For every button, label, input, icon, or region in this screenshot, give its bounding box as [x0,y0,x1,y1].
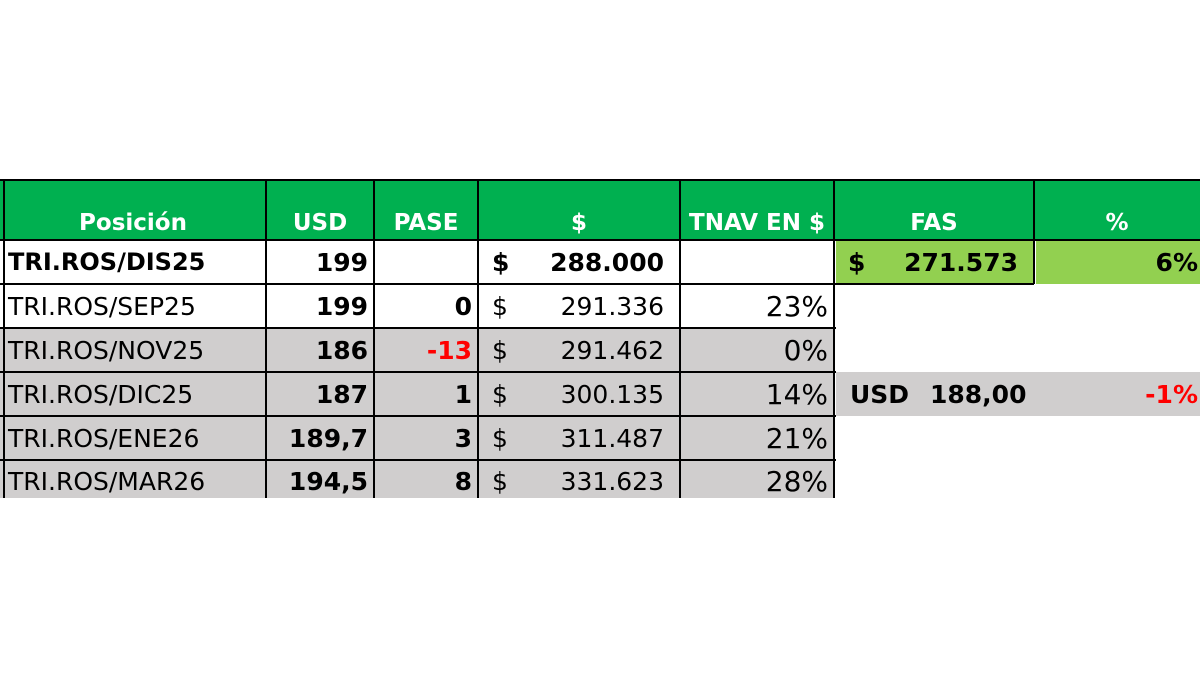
grid-line [373,179,375,498]
cell-posicion[interactable]: TRI.ROS/DIC25 [0,372,266,416]
cell-amount[interactable]: 331.623 [540,460,680,498]
cell-posicion[interactable]: TRI.ROS/NOV25 [0,328,266,372]
grid-line [833,179,835,498]
header-tnav[interactable]: TNAV EN $ [680,180,834,240]
header-fas[interactable]: FAS [834,180,1034,240]
cell-usd[interactable]: 186 [266,328,374,372]
cell-tnav[interactable]: 21% [680,416,834,460]
grid-line [265,179,267,498]
grid-line [477,179,479,498]
fas-value: 271.573 [904,247,1018,277]
cell-usd[interactable]: 199 [315,247,368,277]
grid-line [0,459,836,461]
fas-currency: $ [848,240,888,284]
grid-line [0,179,1200,181]
cell-pase[interactable]: 0 [454,291,472,321]
cell-amount[interactable]: 311.487 [540,416,680,460]
cell-pase[interactable]: 1 [374,372,478,416]
grid-line [0,371,836,373]
header-peso[interactable]: $ [478,180,680,240]
cell-tnav[interactable] [680,240,834,284]
cell-posicion[interactable]: TRI.ROS/MAR26 [0,460,266,498]
grid-line [3,179,5,498]
header-pase[interactable]: PASE [374,180,478,240]
grid-line [0,239,1200,241]
cell-pase[interactable]: 8 [374,460,478,498]
header-pct[interactable]: % [1034,180,1200,240]
cell-tnav[interactable]: 28% [680,460,834,498]
cell-currency[interactable]: $ [492,291,508,321]
cell-tnav[interactable]: 23% [765,289,828,323]
cell-pase[interactable]: -13 [374,328,478,372]
grid-line [679,179,681,498]
header-posicion[interactable]: Posición [0,180,266,240]
cell-usd[interactable]: 189,7 [266,416,374,460]
cell-tnav[interactable]: 0% [680,328,834,372]
header-usd[interactable]: USD [266,180,374,240]
grid-line [1033,179,1035,284]
usd-ref-row [836,372,1200,416]
usd-ref-label: USD [850,379,910,409]
usd-ref-pct[interactable]: -1% [1145,379,1198,409]
cell-currency[interactable]: $ [492,247,510,277]
cell-posicion[interactable]: TRI.ROS/SEP25 [8,291,196,321]
usd-ref-value[interactable]: 188,00 [930,379,1027,409]
cell-usd[interactable]: 194,5 [266,460,374,498]
cell-posicion[interactable]: TRI.ROS/ENE26 [0,416,266,460]
cell-amount[interactable]: 300.135 [540,372,680,416]
cell-usd[interactable]: 187 [266,372,374,416]
cell-pase[interactable]: 3 [374,416,478,460]
fas-pct[interactable]: 6% [1036,240,1200,284]
cell-amount[interactable]: 291.462 [540,328,680,372]
cell-pase[interactable] [374,240,478,284]
cell-tnav[interactable]: 14% [680,372,834,416]
grid-line [0,283,1034,285]
cell-posicion[interactable]: TRI.ROS/DIS25 [8,248,206,276]
grid-line [0,327,836,329]
grid-line [0,415,836,417]
cell-usd[interactable]: 199 [315,291,368,321]
cell-amount[interactable]: 288.000 [550,247,664,277]
cell-amount[interactable]: 291.336 [560,291,664,321]
